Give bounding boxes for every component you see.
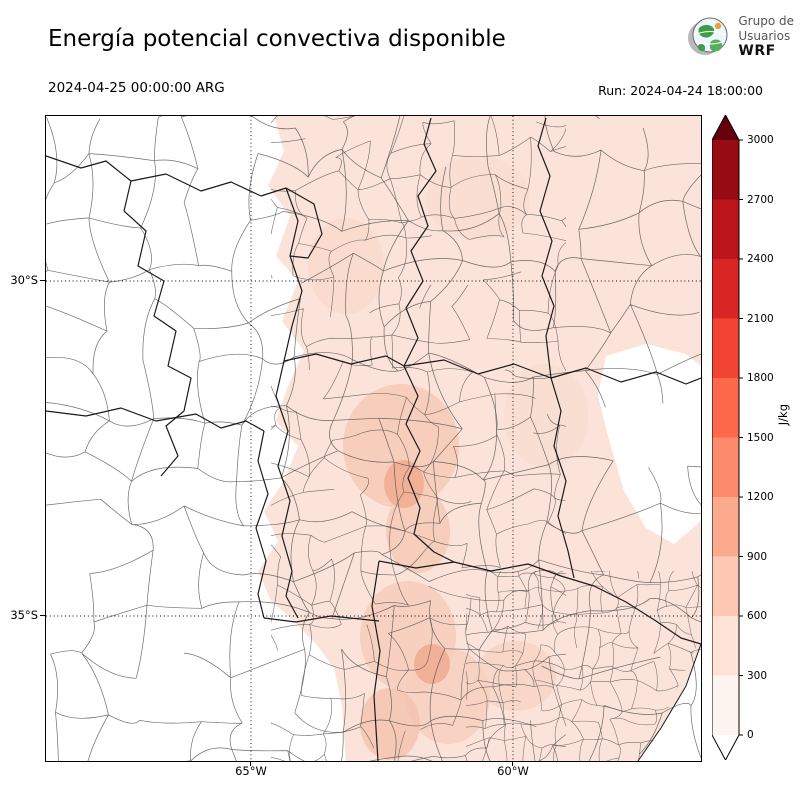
run-time-label: Run: 2024-04-24 18:00:00 xyxy=(598,83,763,98)
colorbar-tick-label: 300 xyxy=(747,669,768,682)
cape-map xyxy=(46,116,701,761)
axis-tick xyxy=(512,761,513,766)
colorbar-svg xyxy=(711,113,743,762)
valid-time-label: 2024-04-25 00:00:00 ARG xyxy=(48,80,225,96)
colorbar-tick-label: 2400 xyxy=(747,253,774,265)
map-frame xyxy=(45,115,702,762)
cape-shading xyxy=(258,116,701,761)
logo-line2: Usuarios xyxy=(738,28,791,43)
axis-tick xyxy=(250,761,251,766)
axis-tick xyxy=(40,280,45,281)
y-tick-label-30s: 30°S xyxy=(10,273,38,287)
colorbar-tick-label: 2100 xyxy=(747,312,774,325)
colorbar-tick-label: 900 xyxy=(747,550,768,563)
page-title: Energía potencial convectiva disponible xyxy=(48,26,506,52)
colorbar-under-arrow xyxy=(712,735,739,760)
colorbar-unit-label: J/kg xyxy=(776,404,790,426)
logo-line1: Grupo de xyxy=(738,14,794,29)
logo-line3: WRF xyxy=(738,42,776,59)
colorbar-tick-label: 1200 xyxy=(747,491,774,503)
x-tick-label-60w: 60°W xyxy=(497,764,529,778)
colorbar-tick-labels: 3000 2700 2400 2100 1800 1500 1200 900 6… xyxy=(747,115,787,760)
wrf-logo: Grupo de Usuarios WRF xyxy=(685,14,794,60)
colorbar-tick-label: 0 xyxy=(747,729,754,741)
colorbar-tick-label: 2700 xyxy=(747,193,774,206)
department-boundaries xyxy=(46,116,701,761)
x-tick-label-65w: 65°W xyxy=(235,764,267,778)
colorbar-tick-label: 1500 xyxy=(747,431,774,444)
colorbar-tick-label: 600 xyxy=(747,610,768,622)
colorbar-segments xyxy=(712,139,743,736)
gridlines xyxy=(46,116,701,761)
province-borders xyxy=(46,117,701,761)
colorbar-over-arrow xyxy=(712,115,739,140)
colorbar-tick-label: 3000 xyxy=(747,134,774,146)
globe-icon xyxy=(688,17,728,55)
logo-text: Grupo de Usuarios WRF xyxy=(738,14,794,60)
colorbar-tick-label: 1800 xyxy=(747,372,774,384)
colorbar xyxy=(711,113,744,764)
y-tick-label-35s: 35°S xyxy=(10,608,38,622)
axis-tick xyxy=(40,615,45,616)
